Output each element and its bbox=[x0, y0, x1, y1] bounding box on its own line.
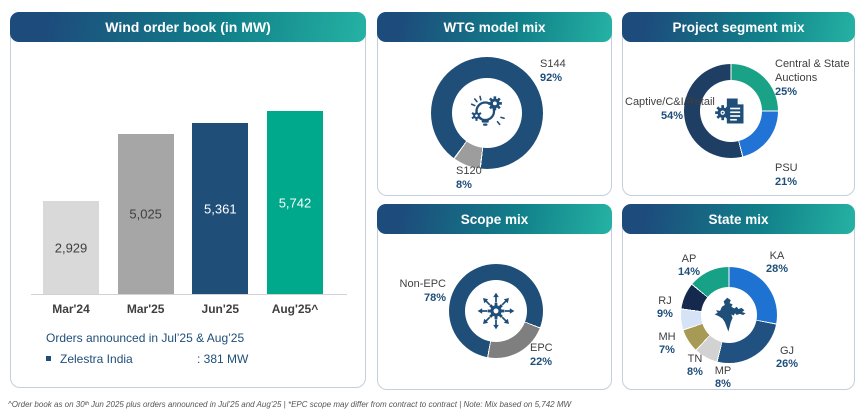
panel-header-wind-order-book: Wind order book (in MW) bbox=[10, 12, 366, 42]
order-item: Zelestra India : 381 MW bbox=[46, 352, 248, 366]
donut-hole bbox=[465, 280, 527, 342]
donut-label-central-state-auctions: Central & State Auctions 25% bbox=[775, 58, 850, 98]
x-axis-line bbox=[31, 294, 347, 295]
gear-arrows-icon bbox=[477, 292, 515, 330]
donut-hole bbox=[452, 78, 522, 148]
bar-category-label: Mar'24 bbox=[52, 302, 90, 316]
donut-label-mh: MH 7% bbox=[658, 331, 676, 356]
bar-mar24: 2,929 bbox=[43, 201, 99, 294]
panel-title-scope-mix: Scope mix bbox=[460, 211, 529, 227]
panel-header-wtg-model-mix: WTG model mix bbox=[377, 12, 612, 42]
donut-label-gj: GJ 26% bbox=[775, 345, 799, 370]
bar-mar25: 5,025 bbox=[117, 134, 174, 294]
wtg-model-donut-chart bbox=[431, 57, 543, 169]
panel-wind-order-book: Wind order book (in MW) 2,929 5,025 5,361 5… bbox=[10, 12, 366, 388]
bar-value-label: 5,361 bbox=[204, 201, 237, 216]
bar-value-label: 5,742 bbox=[278, 195, 312, 210]
project-segment-donut-chart bbox=[684, 64, 778, 158]
panel-title-wind-order-book: Wind order book (in MW) bbox=[105, 19, 271, 35]
donut-label-rj: RJ 9% bbox=[657, 295, 673, 320]
panel-state-mix: State mix KA 28% AP 14% RJ 9% MH 7% TN bbox=[622, 204, 855, 390]
donut-label-s144: S144 92% bbox=[540, 58, 566, 84]
panel-title-wtg-model-mix: WTG model mix bbox=[443, 19, 546, 35]
panel-wtg-model-mix: WTG model mix bbox=[377, 12, 612, 196]
x-axis-labels: Mar'24 Mar'25 Jun'25 Aug'25^ bbox=[43, 302, 323, 316]
donut-label-mp: MP 8% bbox=[714, 365, 732, 390]
orders-heading: Orders announced in Jul’25 & Aug’25 bbox=[46, 331, 245, 345]
donut-hole bbox=[701, 287, 757, 343]
document-gear-icon bbox=[715, 98, 744, 124]
panel-project-segment-mix: Project segment mix bbox=[622, 12, 855, 196]
donut-label-s120: S120 8% bbox=[456, 165, 482, 191]
footnote: ^Order book as on 30ᵗʰ Jun 2025 plus ord… bbox=[8, 400, 572, 409]
state-donut-chart bbox=[681, 267, 777, 363]
bar-jun25: 5,361 bbox=[192, 123, 249, 294]
donut-hole bbox=[700, 80, 762, 142]
order-item-name: Zelestra India bbox=[60, 352, 133, 366]
bar-value-label: 5,025 bbox=[129, 206, 162, 222]
donut-label-tn: TN 8% bbox=[687, 353, 703, 378]
donut-label-epc: EPC 22% bbox=[530, 342, 553, 368]
india-map-icon bbox=[714, 297, 746, 332]
bar-aug25: 5,742 bbox=[266, 111, 323, 294]
donut-label-psu: PSU 21% bbox=[775, 162, 798, 188]
bar-category-label: Mar'25 bbox=[126, 302, 165, 316]
donut-label-ap: AP 14% bbox=[677, 253, 701, 278]
donut-label-ka: KA 28% bbox=[765, 250, 789, 275]
panel-header-state-mix: State mix bbox=[622, 204, 855, 234]
donut-label-captive-retail: Captive/C&I/Retail 54% bbox=[625, 96, 715, 122]
bar-category-label: Jun'25 bbox=[201, 302, 240, 316]
panel-header-scope-mix: Scope mix bbox=[377, 204, 612, 234]
panel-title-state-mix: State mix bbox=[708, 211, 769, 227]
donut-label-non-epc: Non-EPC 78% bbox=[399, 278, 446, 304]
bar-value-label: 2,929 bbox=[54, 240, 88, 255]
scope-donut-chart bbox=[449, 264, 543, 358]
panel-title-project-segment-mix: Project segment mix bbox=[672, 19, 805, 35]
order-item-value: : 381 MW bbox=[197, 352, 249, 366]
orders-announced-note: Orders announced in Jul’25 & Aug’25 Zele… bbox=[46, 331, 248, 366]
order-book-bar-chart: 2,929 5,025 5,361 5,742 bbox=[43, 99, 323, 294]
bullet-square-icon bbox=[46, 356, 51, 361]
panel-scope-mix: Scope mix bbox=[377, 204, 612, 390]
bar-category-label: Aug'25^ bbox=[271, 302, 319, 316]
panel-header-project-segment-mix: Project segment mix bbox=[622, 12, 855, 42]
innovation-icon bbox=[470, 95, 505, 126]
